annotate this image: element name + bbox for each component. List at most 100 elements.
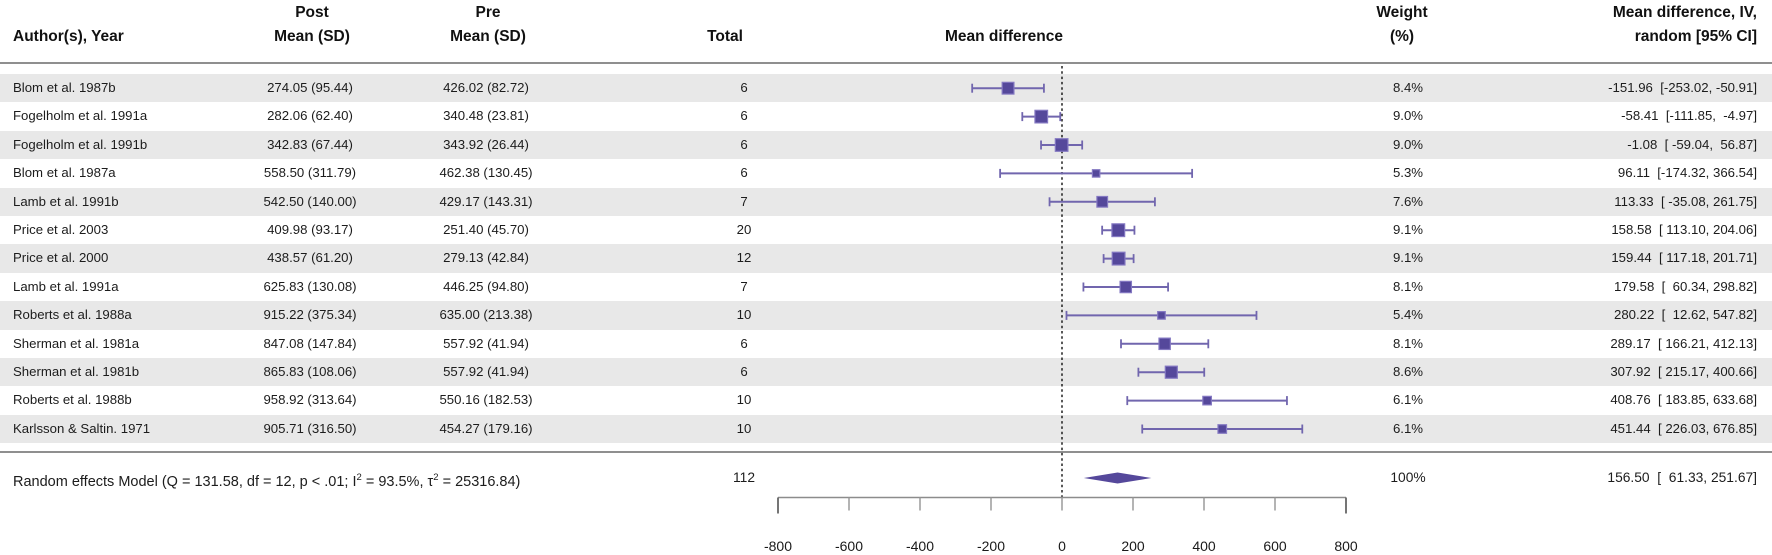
pre-mean-cell: 251.40 (45.70) [443,222,529,237]
author-cell: Roberts et al. 1988a [13,307,132,323]
col-header-ci-line2: random [95% CI] [1634,28,1757,45]
pre-mean-cell: 454.27 (179.16) [439,420,533,436]
ci-cell: 280.22 [ 12.62, 547.82] [1614,307,1757,323]
study-marker [1001,81,1015,95]
post-mean-cell: 865.83 (108.06) [263,364,357,379]
pre-mean-cell: 429.17 (143.31) [439,193,533,209]
pre-mean-cell: 557.92 (41.94) [443,364,529,379]
total-cell: 20 [736,222,752,237]
x-axis-tick-label: 600 [1263,538,1287,554]
table-row [0,301,1772,330]
x-axis-tick-label: 200 [1121,538,1145,554]
post-mean-cell: 625.83 (130.08) [263,278,357,294]
weight-cell: 7.6% [1392,193,1424,209]
weight-cell: 5.4% [1392,307,1424,323]
author-cell: Fogelholm et al. 1991b [13,136,148,152]
table-row [0,102,1772,131]
study-marker [1158,337,1171,351]
total-cell: 6 [740,136,748,152]
table-row [0,329,1772,358]
author-cell: Lamb et al. 1991a [13,278,119,294]
x-axis-tick-label: -400 [906,538,934,554]
study-marker [1054,138,1069,152]
pre-mean-cell: 550.16 (182.53) [439,392,533,408]
x-axis-tick-label: -800 [764,538,792,554]
total-cell: 6 [740,335,748,351]
author-cell: Sherman et al. 1981b [13,364,140,379]
col-header-total: Total [707,28,743,45]
x-axis-tick-label: -600 [835,538,863,554]
study-marker [1111,251,1126,266]
author-cell: Roberts et al. 1988b [13,392,132,408]
table-row [0,187,1772,216]
table-row [0,358,1772,387]
table-row [0,414,1772,444]
post-mean-cell: 542.50 (140.00) [263,193,357,209]
x-axis-tick-label: 400 [1192,538,1216,554]
total-cell: 7 [740,193,748,209]
weight-cell: 9.0% [1392,108,1424,124]
study-marker [1164,365,1178,379]
pre-mean-cell: 446.25 (94.80) [443,278,529,294]
table-row [0,386,1772,415]
post-mean-cell: 905.71 (316.50) [263,420,357,436]
author-cell: Price et al. 2000 [13,250,109,266]
weight-cell: 5.3% [1392,165,1424,181]
pre-mean-cell: 340.48 (23.81) [443,108,529,124]
weight-cell: 9.0% [1392,136,1424,152]
total-cell: 6 [740,80,748,95]
summary-diamond [1083,472,1152,484]
ci-cell: -58.41 [-111.85, -4.97] [1621,108,1757,124]
total-cell: 10 [736,392,752,408]
total-cell: 6 [740,364,748,379]
pre-mean-cell: 635.00 (213.38) [439,307,533,323]
study-marker [1157,311,1166,320]
ci-cell: 113.33 [ -35.08, 261.75] [1614,193,1757,209]
author-cell: Karlsson & Saltin. 1971 [13,420,151,436]
ci-cell: 158.58 [ 113.10, 204.06] [1611,222,1757,237]
study-marker [1202,395,1212,406]
post-mean-cell: 915.22 (375.34) [263,307,357,323]
total-cell: 6 [740,108,748,124]
post-mean-cell: 847.08 (147.84) [263,335,357,351]
pre-mean-cell: 426.02 (82.72) [443,80,529,95]
ci-cell: 159.44 [ 117.18, 201.71] [1611,250,1757,266]
summary-label: Random effects Model (Q = 131.58, df = 1… [13,472,521,490]
study-marker [1111,223,1126,238]
col-header-post-line2: Mean (SD) [274,28,350,45]
study-marker [1091,169,1101,178]
post-mean-cell: 558.50 (311.79) [263,165,357,181]
post-mean-cell: 274.05 (95.44) [267,80,353,95]
weight-cell: 6.1% [1392,420,1424,436]
weight-cell: 8.1% [1392,278,1424,294]
summary-weight: 100% [1390,470,1426,485]
header-separator [0,62,1772,64]
weight-cell: 8.6% [1392,364,1424,379]
table-row [0,130,1772,160]
author-cell: Blom et al. 1987a [13,165,116,181]
summary-total: 112 [733,470,755,485]
author-cell: Price et al. 2003 [13,222,109,237]
total-cell: 6 [740,165,748,181]
ci-cell: 307.92 [ 215.17, 400.66] [1610,364,1757,379]
post-mean-cell: 282.06 (62.40) [267,108,353,124]
ci-cell: 289.17 [ 166.21, 412.13] [1610,335,1757,351]
col-header-plot: Mean difference [944,28,1064,45]
pre-mean-cell: 462.38 (130.45) [439,165,533,181]
x-axis-tick-label: -200 [977,538,1005,554]
x-axis-tick-label: 800 [1334,538,1358,554]
col-header-weight-line1: Weight [1376,4,1428,21]
post-mean-cell: 409.98 (93.17) [267,222,353,237]
weight-cell: 6.1% [1392,392,1424,408]
total-cell: 10 [736,307,752,323]
total-cell: 7 [740,278,748,294]
post-mean-cell: 438.57 (61.20) [267,250,353,266]
ci-cell: 408.76 [ 183.85, 633.68] [1610,392,1757,408]
weight-cell: 9.1% [1392,222,1424,237]
col-header-pre-line2: Mean (SD) [450,28,526,45]
ci-cell: 96.11 [-174.32, 366.54] [1617,165,1757,181]
table-row [0,159,1772,188]
weight-cell: 8.1% [1392,335,1424,351]
